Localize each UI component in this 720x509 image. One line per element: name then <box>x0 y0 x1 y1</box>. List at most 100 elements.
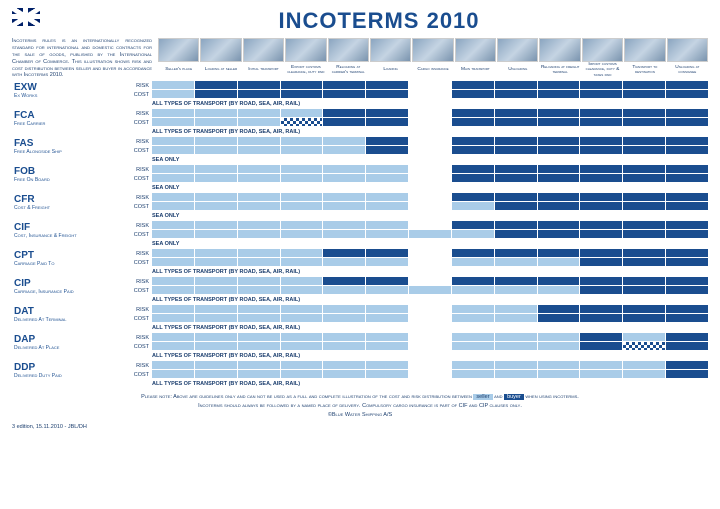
column-label: Transport to destination <box>624 63 665 77</box>
bar-segment <box>281 146 323 154</box>
bar-segment <box>409 90 451 98</box>
bar-segment <box>195 333 237 341</box>
bar-segment <box>623 370 665 378</box>
bar-segment <box>195 286 237 294</box>
bar-segment <box>152 174 194 182</box>
bar-segment <box>666 258 708 266</box>
bar-segment <box>666 90 708 98</box>
bar-segment <box>580 81 622 89</box>
bar-segment <box>495 333 537 341</box>
bar-segment <box>580 305 622 313</box>
term-subname: Delivered At Terminal <box>14 317 110 323</box>
term-code: DAT <box>14 306 110 317</box>
bar-segment <box>495 249 537 257</box>
bar-segment <box>666 193 708 201</box>
bar-segment <box>195 174 237 182</box>
bar-segment <box>152 165 194 173</box>
bar-segment <box>281 221 323 229</box>
cost-label: COST <box>112 344 149 350</box>
bar-segment <box>195 277 237 285</box>
term-row: FASFree Alongside ShipRISKCOSTSEA ONLY <box>12 137 708 163</box>
bar-segment <box>623 249 665 257</box>
intro-text: Incoterms rules is an internationally re… <box>12 38 152 79</box>
bar-segment <box>195 118 237 126</box>
bar-segment <box>152 286 194 294</box>
cost-bar <box>152 174 708 182</box>
term-row: EXWEx WorksRISKCOSTALL TYPES OF TRANSPOR… <box>12 81 708 107</box>
bar-segment <box>409 81 451 89</box>
bar-segment <box>409 286 451 294</box>
bar-segment <box>323 109 365 117</box>
bar-segment <box>323 230 365 238</box>
cost-label: COST <box>112 372 149 378</box>
bar-segment <box>580 174 622 182</box>
bar-segment <box>238 370 280 378</box>
bar-segment <box>666 146 708 154</box>
bar-segment <box>495 370 537 378</box>
bar-segment <box>666 333 708 341</box>
bar-segment <box>538 305 580 313</box>
bar-segment <box>623 333 665 341</box>
term-row: DAPDelivered At PlaceRISKCOSTALL TYPES O… <box>12 333 708 359</box>
bar-segment <box>366 90 408 98</box>
transport-note: ALL TYPES OF TRANSPORT (BY ROAD, SEA, AI… <box>152 325 708 331</box>
risk-label: RISK <box>112 83 149 89</box>
column-header: Reloading at carrier's terminal <box>328 38 369 79</box>
term-row: CFRCost & FreightRISKCOSTSEA ONLY <box>12 193 708 219</box>
transport-note: SEA ONLY <box>152 241 708 247</box>
cost-bar <box>152 370 708 378</box>
cost-bar <box>152 342 708 350</box>
bar-segment <box>623 174 665 182</box>
bar-segment <box>366 258 408 266</box>
bar-segment <box>152 202 194 210</box>
bar-segment <box>580 137 622 145</box>
bar-segment <box>323 333 365 341</box>
term-row: FOBFree On BoardRISKCOSTSEA ONLY <box>12 165 708 191</box>
bar-segment <box>409 305 451 313</box>
term-code: CFR <box>14 194 110 205</box>
bar-segment <box>538 109 580 117</box>
bar-segment <box>366 165 408 173</box>
risk-bar <box>152 333 708 341</box>
bar-segment <box>238 165 280 173</box>
bar-segment <box>452 370 494 378</box>
term-subname: Ex Works <box>14 93 110 99</box>
bar-segment <box>495 361 537 369</box>
footer-notes: Please note: Above are guidelines only a… <box>12 393 708 419</box>
bar-segment <box>152 90 194 98</box>
bar-segment <box>538 137 580 145</box>
bar-segment <box>538 314 580 322</box>
term-row: FCAFree CarrierRISKCOSTALL TYPES OF TRAN… <box>12 109 708 135</box>
bar-segment <box>323 314 365 322</box>
bar-segment <box>323 193 365 201</box>
bar-segment <box>238 230 280 238</box>
bar-segment <box>580 333 622 341</box>
bar-segment <box>152 258 194 266</box>
bar-segment <box>238 81 280 89</box>
cost-bar <box>152 90 708 98</box>
bar-segment <box>452 333 494 341</box>
bar-segment <box>538 249 580 257</box>
bar-segment <box>452 109 494 117</box>
cost-bar <box>152 230 708 238</box>
transport-note: ALL TYPES OF TRANSPORT (BY ROAD, SEA, AI… <box>152 381 708 387</box>
bar-segment <box>195 230 237 238</box>
bar-segment <box>281 249 323 257</box>
bar-segment <box>452 137 494 145</box>
term-subname: Free Carrier <box>14 121 110 127</box>
bar-segment <box>238 193 280 201</box>
column-image <box>539 38 580 62</box>
column-image <box>624 38 665 62</box>
bar-segment <box>538 342 580 350</box>
bar-segment <box>495 277 537 285</box>
column-label: Reloading at freight terminal <box>539 63 580 77</box>
bar-segment <box>538 370 580 378</box>
bar-segment <box>495 202 537 210</box>
risk-bar <box>152 193 708 201</box>
term-subname: Carriage Paid To <box>14 261 110 267</box>
bar-segment <box>623 81 665 89</box>
bar-segment <box>452 277 494 285</box>
column-header: Main transport <box>455 38 496 79</box>
bar-segment <box>495 118 537 126</box>
column-label: Reloading at carrier's terminal <box>328 63 369 77</box>
